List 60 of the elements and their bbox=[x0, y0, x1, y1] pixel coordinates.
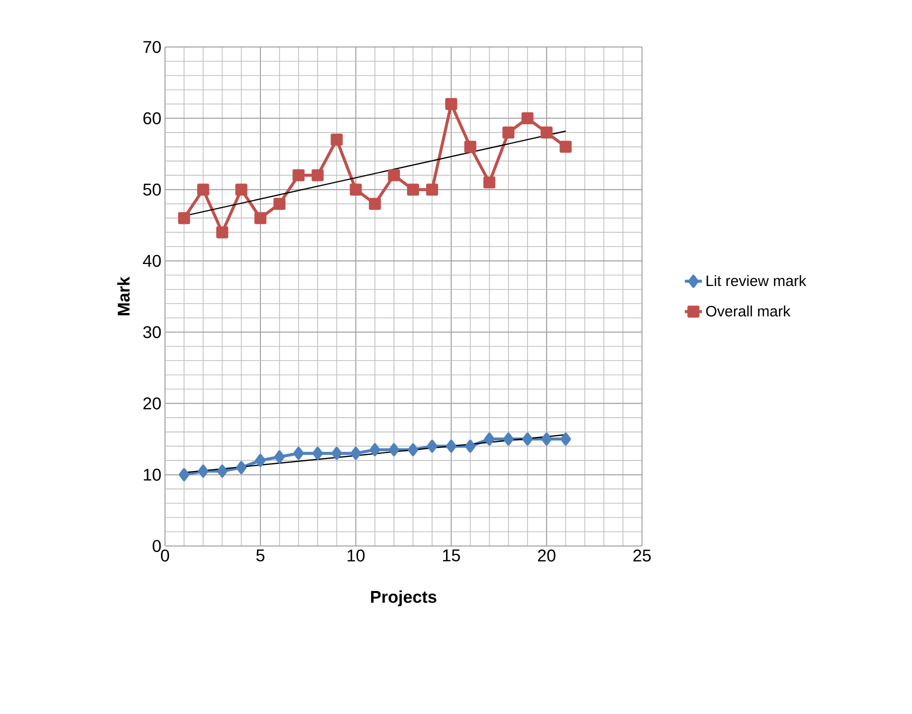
point bbox=[178, 468, 190, 482]
point bbox=[446, 440, 456, 453]
y-axis-title: Mark bbox=[117, 276, 130, 316]
point bbox=[274, 450, 285, 464]
point bbox=[388, 443, 400, 456]
point bbox=[198, 464, 208, 478]
point bbox=[522, 112, 534, 124]
point bbox=[388, 169, 400, 182]
legend-label: Lit review mark bbox=[706, 275, 806, 286]
y-tick-label: 60 bbox=[143, 112, 161, 124]
y-tick-label: 30 bbox=[143, 326, 161, 338]
point bbox=[560, 432, 571, 446]
point bbox=[330, 134, 343, 146]
point bbox=[408, 443, 418, 456]
point bbox=[312, 446, 323, 460]
point bbox=[216, 226, 228, 238]
x-tick-label: 10 bbox=[348, 550, 365, 562]
point bbox=[293, 446, 304, 460]
point bbox=[445, 98, 458, 110]
point bbox=[235, 184, 248, 196]
x-axis-title: Projects bbox=[371, 590, 436, 606]
y-tick-label: 0 bbox=[152, 540, 161, 552]
x-tick-label: 25 bbox=[633, 550, 651, 562]
point bbox=[312, 169, 324, 182]
point bbox=[540, 126, 553, 139]
y-tick-label: 10 bbox=[144, 468, 161, 481]
x-tick-label: 5 bbox=[256, 550, 264, 562]
y-tick-label: 20 bbox=[143, 397, 161, 410]
point bbox=[522, 432, 533, 446]
legend-label: Overall mark bbox=[706, 305, 790, 317]
point bbox=[197, 184, 210, 196]
point bbox=[350, 446, 362, 460]
point bbox=[407, 184, 420, 196]
point bbox=[273, 198, 286, 210]
point bbox=[464, 140, 476, 153]
point bbox=[426, 440, 438, 453]
point bbox=[255, 454, 266, 467]
x-tick-label: 0 bbox=[160, 550, 170, 562]
x-tick-label: 15 bbox=[443, 550, 460, 562]
point bbox=[465, 440, 476, 453]
point bbox=[331, 446, 342, 460]
point bbox=[368, 198, 381, 210]
point bbox=[484, 432, 495, 446]
point bbox=[178, 212, 190, 224]
point bbox=[350, 184, 362, 196]
y-tick-label: 70 bbox=[143, 40, 161, 54]
point bbox=[254, 212, 266, 224]
point bbox=[483, 176, 496, 188]
y-tick-label: 40 bbox=[142, 254, 161, 267]
point bbox=[503, 432, 514, 446]
point bbox=[426, 184, 438, 196]
x-tick-label: 20 bbox=[538, 550, 556, 562]
point bbox=[216, 464, 228, 478]
point bbox=[292, 169, 305, 182]
point bbox=[541, 432, 552, 446]
point bbox=[560, 140, 572, 153]
point bbox=[502, 126, 514, 139]
point bbox=[370, 443, 380, 456]
y-tick-label: 50 bbox=[143, 184, 161, 196]
point bbox=[236, 461, 247, 474]
